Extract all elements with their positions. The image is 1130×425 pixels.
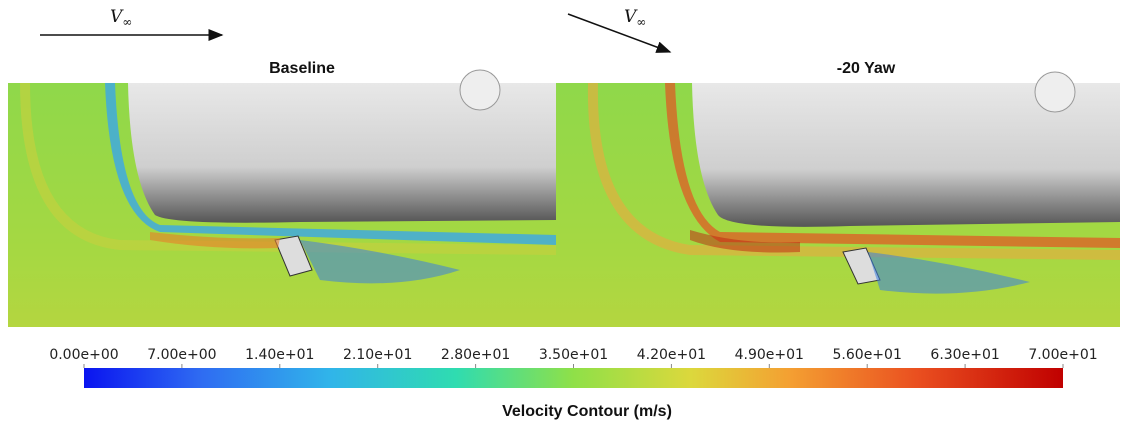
colorbar-tick-label: 2.80e+01 bbox=[441, 347, 510, 363]
flow-label: V∞ bbox=[624, 7, 646, 29]
colorbar-tick-label: 3.50e+01 bbox=[539, 347, 608, 363]
flow-symbol: V bbox=[110, 7, 124, 27]
contour-panel bbox=[8, 69, 556, 327]
colorbar-label: Velocity Contour (m/s) bbox=[502, 403, 672, 420]
colorbar-tick-label: 5.60e+01 bbox=[833, 347, 902, 363]
contour-panel bbox=[556, 71, 1120, 327]
colorbar-tick-label: 6.30e+01 bbox=[930, 347, 999, 363]
flow-label: V∞ bbox=[110, 7, 132, 29]
colorbar-tick-label: 7.00e+01 bbox=[1028, 347, 1097, 363]
panel-title: Baseline bbox=[269, 60, 335, 77]
colorbar-tick-label: 1.40e+01 bbox=[245, 347, 314, 363]
colorbar bbox=[84, 368, 1063, 388]
panel-title: -20 Yaw bbox=[837, 60, 896, 77]
flow-subscript: ∞ bbox=[636, 15, 646, 29]
colorbar-tick-label: 0.00e+00 bbox=[49, 347, 118, 363]
colorbar-tick-label: 4.90e+01 bbox=[735, 347, 804, 363]
colorbar-tick-label: 7.00e+00 bbox=[147, 347, 216, 363]
flow-subscript: ∞ bbox=[122, 15, 132, 29]
flow-symbol: V bbox=[624, 7, 638, 27]
colorbar-tick-label: 4.20e+01 bbox=[637, 347, 706, 363]
flow-arrow bbox=[567, 13, 672, 53]
colorbar-tick-label: 2.10e+01 bbox=[343, 347, 412, 363]
